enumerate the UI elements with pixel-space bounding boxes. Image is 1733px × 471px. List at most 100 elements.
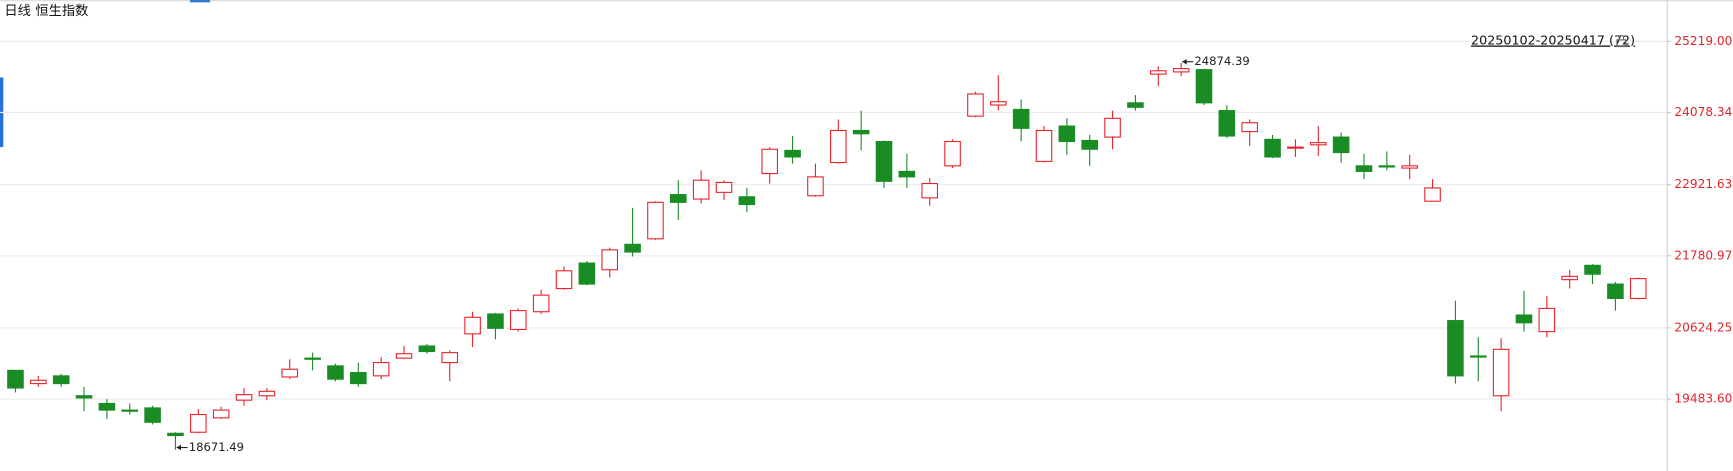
candle-body: [350, 371, 367, 385]
candle-body: [1515, 314, 1533, 324]
candle-body: [601, 249, 619, 271]
candle: [1447, 300, 1464, 384]
candle: [807, 163, 824, 197]
annotation-arrowhead: [176, 444, 181, 451]
candle-body: [487, 313, 504, 329]
candle: [7, 369, 24, 393]
candle-body: [121, 409, 139, 412]
candle: [418, 343, 436, 354]
candle: [258, 388, 276, 401]
candle-body: [1309, 142, 1327, 146]
candle: [350, 362, 367, 387]
candle-body: [1104, 117, 1121, 138]
chart-title: 恒生指数: [35, 3, 88, 19]
candle-body: [1035, 129, 1053, 162]
candle: [1195, 68, 1213, 106]
candle: [1104, 110, 1121, 150]
candle-body: [1424, 187, 1441, 202]
candle: [1332, 132, 1350, 163]
timeframe[interactable]: 日线: [4, 3, 31, 19]
grid: [0, 40, 1667, 400]
candle-body: [898, 170, 916, 178]
candle: [1309, 126, 1327, 156]
candle: [989, 75, 1007, 111]
candle-body: [944, 140, 961, 167]
candle-body: [7, 369, 24, 389]
candle: [830, 119, 847, 164]
candle: [1127, 95, 1144, 111]
annotation-label: 24874.39: [1194, 54, 1249, 68]
candle: [1492, 338, 1510, 412]
candle: [647, 201, 664, 240]
candle-body: [989, 101, 1007, 106]
candle-body: [1629, 278, 1647, 300]
candle: [738, 187, 756, 213]
candle: [1538, 296, 1556, 338]
candle-body: [624, 243, 641, 253]
candle-body: [1492, 348, 1510, 397]
candle-body: [1401, 165, 1418, 169]
candle: [1149, 66, 1167, 87]
candle: [487, 312, 504, 340]
candle-body: [1607, 283, 1624, 300]
candle: [1264, 134, 1281, 159]
candle-body: [1195, 69, 1213, 104]
candle-body: [1287, 146, 1304, 149]
candle-body: [1447, 320, 1464, 377]
candle: [875, 140, 893, 188]
candle: [144, 405, 161, 425]
candle: [715, 180, 733, 201]
candle-body: [1561, 275, 1578, 281]
candle: [510, 308, 527, 332]
candle: [784, 136, 801, 164]
candle: [532, 289, 550, 314]
candle-body: [1584, 264, 1601, 275]
candle: [761, 147, 779, 184]
candle: [1561, 269, 1578, 289]
candle-body: [1081, 139, 1099, 150]
y-tick-label: 21780.97: [1674, 248, 1732, 262]
candle: [167, 432, 184, 450]
candle: [75, 386, 93, 412]
candle: [1584, 264, 1601, 285]
candle: [1469, 337, 1487, 382]
candle: [1012, 99, 1030, 142]
candle: [441, 350, 459, 382]
y-tick-label: 25219.00: [1674, 34, 1732, 48]
candle-body: [715, 181, 733, 193]
candle-body: [555, 270, 573, 290]
candle: [121, 403, 139, 415]
candle-body: [1149, 70, 1167, 75]
candle-body: [190, 413, 207, 433]
candle-body: [1355, 165, 1373, 172]
candle: [395, 345, 413, 360]
tab-indicator: [190, 0, 210, 3]
candle: [52, 373, 70, 387]
candle-body: [578, 262, 596, 285]
range-label[interactable]: 20250102-20250417 (72): [1471, 32, 1635, 47]
candle: [921, 178, 939, 206]
candle: [555, 266, 573, 290]
candle: [898, 153, 916, 188]
candle: [1287, 139, 1304, 157]
candle-body: [784, 149, 801, 158]
candle-body: [510, 310, 527, 331]
lock-icon[interactable]: [1616, 34, 1627, 48]
candle-body: [98, 402, 116, 411]
annotation-arrowhead: [1182, 58, 1187, 65]
candle: [1035, 126, 1053, 163]
y-tick-label: 19483.60: [1674, 392, 1732, 406]
candle-body: [464, 316, 481, 335]
candle: [304, 352, 321, 371]
candle-body: [1012, 108, 1030, 129]
candle-body: [1218, 110, 1236, 137]
lock-body: [1616, 39, 1627, 48]
candle-body: [1538, 307, 1556, 333]
candle-body: [738, 196, 756, 206]
candle: [967, 91, 984, 118]
candle: [1378, 151, 1396, 171]
candle: [601, 247, 619, 278]
